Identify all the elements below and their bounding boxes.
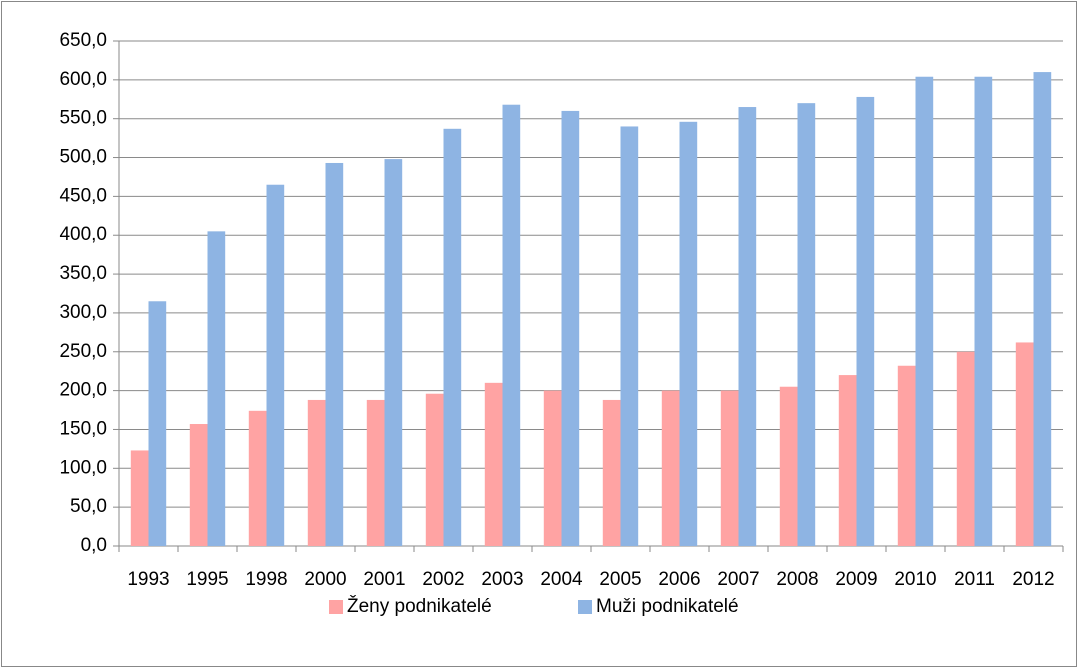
- bar: [443, 128, 462, 547]
- bar: [602, 399, 621, 546]
- x-tick-label: 1995: [186, 569, 228, 590]
- bar: [974, 76, 993, 546]
- y-tick-label: 450,0: [59, 185, 107, 206]
- y-tick-label: 650,0: [59, 30, 107, 51]
- bar: [838, 375, 857, 546]
- x-tick-label: 2008: [776, 569, 818, 590]
- bar: [248, 410, 267, 546]
- bar: [266, 184, 285, 546]
- legend-label: Muži podnikatelé: [596, 596, 739, 617]
- x-tick-label: 2006: [658, 569, 700, 590]
- y-tick-label: 150,0: [59, 418, 107, 439]
- x-tick-label: 1998: [245, 569, 287, 590]
- bar: [425, 393, 444, 546]
- bar: [207, 231, 226, 546]
- y-tick-label: 350,0: [59, 263, 107, 284]
- bar: [484, 382, 503, 546]
- y-tick-label: 250,0: [59, 341, 107, 362]
- y-tick-label: 0,0: [81, 535, 107, 556]
- bar: [148, 301, 167, 546]
- x-tick-label: 2009: [835, 569, 877, 590]
- x-tick-label: 2005: [599, 569, 641, 590]
- bar: [189, 424, 208, 546]
- legend-swatch: [578, 600, 592, 614]
- bar: [561, 110, 580, 546]
- bar: [679, 121, 698, 547]
- x-tick-label: 2003: [481, 569, 523, 590]
- x-tick-label: 2012: [1012, 569, 1054, 590]
- bar: [779, 386, 798, 546]
- y-tick-label: 300,0: [59, 302, 107, 323]
- x-tick-label: 2007: [717, 569, 759, 590]
- bar: [915, 76, 934, 546]
- x-tick-label: 2010: [894, 569, 936, 590]
- bar: [307, 399, 326, 546]
- bar: [661, 390, 680, 546]
- bar: [543, 390, 562, 546]
- x-tick-label: 2000: [304, 569, 346, 590]
- x-tick-label: 2001: [363, 569, 405, 590]
- bar: [620, 126, 639, 546]
- x-tick-label: 2004: [540, 569, 583, 590]
- y-tick-label: 500,0: [59, 147, 107, 168]
- bar: [1033, 72, 1052, 547]
- y-tick-label: 50,0: [70, 496, 107, 517]
- bar: [797, 103, 816, 547]
- bar: [856, 96, 875, 546]
- x-tick-label: 2002: [422, 569, 464, 590]
- bar: [1015, 342, 1034, 546]
- bar: [502, 104, 521, 546]
- bar: [366, 399, 385, 546]
- legend-swatch: [329, 600, 343, 614]
- bar: [130, 450, 149, 546]
- bar: [325, 162, 344, 546]
- bar: [738, 107, 757, 547]
- y-tick-label: 100,0: [59, 457, 107, 478]
- bar: [720, 390, 739, 546]
- x-tick-label: 1993: [127, 569, 169, 590]
- y-tick-label: 600,0: [59, 69, 107, 90]
- y-tick-label: 400,0: [59, 224, 107, 245]
- legend-label: Ženy podnikatelé: [347, 595, 492, 617]
- y-tick-label: 550,0: [59, 108, 107, 129]
- bar: [384, 159, 403, 547]
- bar: [956, 351, 975, 546]
- y-tick-label: 200,0: [59, 380, 107, 401]
- bar: [897, 365, 916, 546]
- x-tick-label: 2011: [954, 569, 995, 590]
